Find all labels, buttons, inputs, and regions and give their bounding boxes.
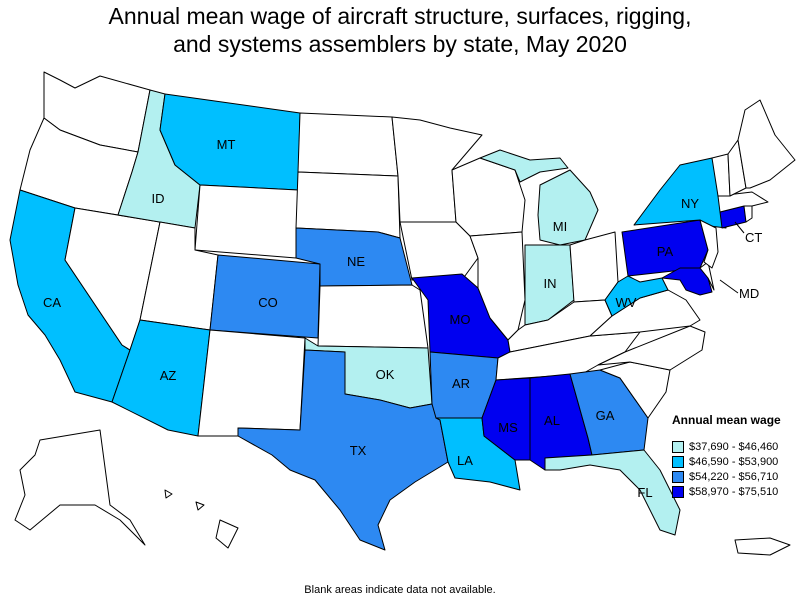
state-de[interactable] xyxy=(699,261,715,291)
state-wy[interactable] xyxy=(194,184,299,259)
state-nj[interactable] xyxy=(699,219,719,269)
legend-label: $54,220 - $56,710 xyxy=(689,470,779,483)
ct-leader-line xyxy=(734,221,745,234)
label-fl: FL xyxy=(637,485,652,500)
legend-label: $46,590 - $53,900 xyxy=(689,455,779,468)
state-me[interactable] xyxy=(737,99,796,189)
label-md: MD xyxy=(739,286,759,301)
state-mi[interactable] xyxy=(537,169,599,246)
label-ca: CA xyxy=(43,295,61,310)
label-ne: NE xyxy=(347,254,365,269)
legend-title: Annual mean wage xyxy=(672,413,781,427)
md-leader-line xyxy=(719,279,739,294)
label-mi: MI xyxy=(553,219,567,234)
legend-item: $46,590 - $53,900 xyxy=(672,454,781,469)
state-ma[interactable] xyxy=(717,191,769,213)
state-hi[interactable] xyxy=(164,489,239,549)
state-ks[interactable] xyxy=(317,284,429,349)
footnote: Blank areas indicate data not available. xyxy=(304,584,496,596)
label-ny: NY xyxy=(681,196,699,211)
legend-item: $58,970 - $75,510 xyxy=(672,484,781,499)
state-nc[interactable] xyxy=(597,325,706,371)
legend-item: $54,220 - $56,710 xyxy=(672,469,781,484)
label-ct: CT xyxy=(745,230,762,245)
state-ny[interactable] xyxy=(633,157,727,229)
label-wv: WV xyxy=(616,295,637,310)
label-ar: AR xyxy=(452,376,470,391)
state-ak[interactable] xyxy=(14,429,146,546)
map-title: Annual mean wage of aircraft structure, … xyxy=(0,2,800,58)
legend-swatch xyxy=(672,440,684,453)
state-pa[interactable] xyxy=(621,219,709,277)
legend-swatch xyxy=(672,455,684,468)
label-ms: MS xyxy=(498,420,518,435)
label-ga: GA xyxy=(596,408,615,423)
legend-item: $37,690 - $46,460 xyxy=(672,439,781,454)
label-ok: OK xyxy=(376,367,395,382)
label-la: LA xyxy=(457,453,473,468)
label-in: IN xyxy=(544,276,557,291)
state-mi-upper[interactable] xyxy=(479,149,569,183)
state-tx[interactable] xyxy=(237,349,449,551)
state-fl[interactable] xyxy=(544,449,681,536)
state-md[interactable] xyxy=(661,267,713,296)
label-mt: MT xyxy=(217,137,236,152)
label-tx: TX xyxy=(350,443,367,458)
legend-swatch xyxy=(672,485,684,498)
state-nm[interactable] xyxy=(197,329,306,437)
label-co: CO xyxy=(258,295,278,310)
legend-label: $37,690 - $46,460 xyxy=(689,440,779,453)
label-id: ID xyxy=(152,191,165,206)
legend-swatch xyxy=(672,470,684,483)
label-al: AL xyxy=(544,413,560,428)
label-az: AZ xyxy=(160,368,177,383)
label-mo: MO xyxy=(450,312,471,327)
state-sd[interactable] xyxy=(295,171,401,239)
state-pr[interactable] xyxy=(734,537,791,556)
title-line-1: Annual mean wage of aircraft structure, … xyxy=(108,3,692,29)
legend-label: $58,970 - $75,510 xyxy=(689,485,779,498)
state-ri[interactable] xyxy=(743,205,753,223)
title-line-2: and systems assemblers by state, May 202… xyxy=(173,31,627,57)
legend: Annual mean wage $37,690 - $46,460 $46,5… xyxy=(672,413,781,499)
state-nd[interactable] xyxy=(297,112,399,177)
label-pa: PA xyxy=(657,244,674,259)
